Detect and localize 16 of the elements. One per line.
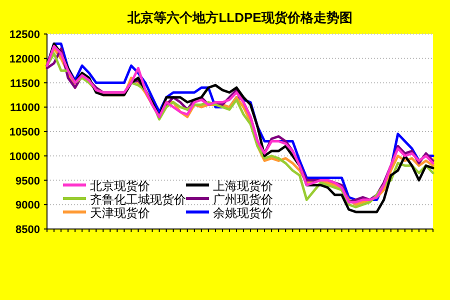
y-tick-label: 8500: [16, 224, 40, 236]
legend-label: 广州现货价: [213, 192, 273, 206]
y-tick-label: 9000: [16, 200, 40, 212]
y-tick-label: 12000: [9, 53, 40, 66]
chart-title: 北京等六个地方LLDPE现货价格走势图: [126, 10, 352, 25]
y-tick-label: 10500: [9, 126, 40, 138]
legend-label: 齐鲁化工城现货价: [90, 192, 186, 206]
y-tick-label: 9500: [16, 175, 40, 188]
y-tick-label: 10000: [9, 150, 40, 163]
legend-label: 北京现货价: [90, 179, 150, 193]
y-tick-label: 12500: [9, 29, 40, 41]
y-tick-label: 11000: [10, 102, 40, 114]
y-tick-label: 11500: [10, 78, 40, 90]
legend-label: 余姚现货价: [213, 206, 273, 220]
legend-label: 上海现货价: [213, 179, 273, 193]
legend-label: 天津现货价: [90, 206, 150, 220]
